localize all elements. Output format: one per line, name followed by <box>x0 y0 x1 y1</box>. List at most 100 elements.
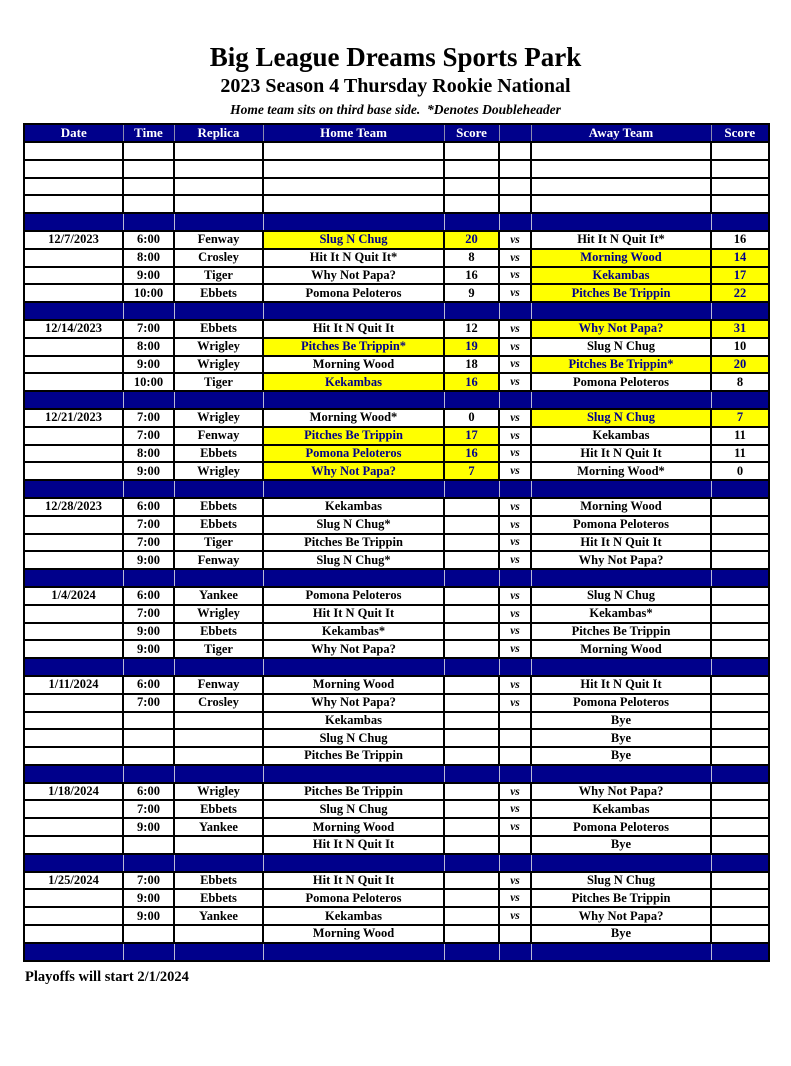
date-cell <box>23 141 124 161</box>
home-score-cell <box>443 852 500 873</box>
away-team-cell: Pitches Be Trippin <box>530 621 712 642</box>
home-score-cell <box>443 924 500 944</box>
vs-cell <box>498 835 532 855</box>
away-team-cell: Pitches Be Trippin <box>530 283 712 304</box>
column-header-vs <box>498 123 532 143</box>
home-team-cell: Kekambas <box>262 372 445 393</box>
replica-cell: Fenway <box>173 229 264 250</box>
date-cell <box>23 888 124 909</box>
vs-cell: vs <box>498 888 532 909</box>
game-row: 12/21/2023 7:00 Wrigley Morning Wood* 0 vs Slu… <box>23 407 770 428</box>
time-cell: 9:00 <box>122 817 175 838</box>
away-team-cell: Hit It N Quit It <box>530 532 712 553</box>
replica-cell: Yankee <box>173 906 264 927</box>
date-cell <box>23 425 124 446</box>
vs-cell: vs <box>498 532 532 553</box>
replica-cell <box>173 194 264 215</box>
replica-cell <box>173 479 264 499</box>
replica-cell <box>173 710 264 731</box>
vs-cell <box>498 158 532 179</box>
replica-cell <box>173 141 264 161</box>
playoffs-note: Playoffs will start 2/1/2024 <box>25 968 189 985</box>
away-team-cell: Pitches Be Trippin* <box>530 354 712 375</box>
away-score-cell <box>710 639 770 660</box>
time-cell: 8:00 <box>122 443 175 464</box>
time-cell: 6:00 <box>122 781 175 802</box>
away-score-cell: 10 <box>710 336 770 357</box>
replica-cell <box>173 301 264 321</box>
home-team-cell: Hit It N Quit It <box>262 318 445 339</box>
vs-cell: vs <box>498 461 532 482</box>
away-score-cell <box>710 585 770 606</box>
time-cell: 7:00 <box>122 318 175 339</box>
home-score-cell: 16 <box>443 265 500 286</box>
home-score-cell: 7 <box>443 461 500 482</box>
away-score-cell <box>710 817 770 838</box>
away-team-cell: Slug N Chug <box>530 407 712 428</box>
home-team-cell: Why Not Papa? <box>262 461 445 482</box>
away-score-cell <box>710 746 770 766</box>
home-score-cell: 16 <box>443 372 500 393</box>
time-cell: 7:00 <box>122 514 175 535</box>
vs-cell: vs <box>498 674 532 695</box>
replica-cell <box>173 176 264 197</box>
date-cell <box>23 283 124 304</box>
replica-cell: Tiger <box>173 265 264 286</box>
week-separator-row <box>23 390 770 410</box>
week-separator-row <box>23 301 770 321</box>
away-score-cell <box>710 710 770 731</box>
date-cell <box>23 461 124 482</box>
date-cell <box>23 336 124 357</box>
vs-cell: vs <box>498 265 532 286</box>
column-header-score: Score <box>443 123 500 143</box>
away-score-cell: 7 <box>710 407 770 428</box>
home-team-cell: Pitches Be Trippin <box>262 532 445 553</box>
away-team-cell <box>530 479 712 499</box>
home-team-cell: Pitches Be Trippin* <box>262 336 445 357</box>
game-row: 9:00 Wrigley Morning Wood 18 vs Pitches Be Tr… <box>23 354 770 375</box>
replica-cell <box>173 924 264 944</box>
away-team-cell: Hit It N Quit It <box>530 443 712 464</box>
home-score-cell <box>443 514 500 535</box>
replica-cell: Wrigley <box>173 354 264 375</box>
home-score-cell: 9 <box>443 283 500 304</box>
home-team-cell: Pomona Peloteros <box>262 888 445 909</box>
game-row: 9:00 Tiger Why Not Papa? 16 vs Kekambas 17 <box>23 265 770 286</box>
vs-cell <box>498 763 532 784</box>
home-team-cell: Pitches Be Trippin <box>262 746 445 766</box>
home-team-cell: Kekambas <box>262 496 445 517</box>
away-score-cell <box>710 621 770 642</box>
away-score-cell: 20 <box>710 354 770 375</box>
page-subtitle: 2023 Season 4 Thursday Rookie National <box>220 75 571 97</box>
home-team-cell: Kekambas <box>262 906 445 927</box>
away-score-cell <box>710 514 770 535</box>
replica-cell: Fenway <box>173 550 264 571</box>
away-score-cell <box>710 141 770 161</box>
away-team-cell: Pomona Peloteros <box>530 372 712 393</box>
time-cell: 6:00 <box>122 496 175 517</box>
game-row: 9:00 Wrigley Why Not Papa? 7 vs Morning Wood*… <box>23 461 770 482</box>
vs-cell: vs <box>498 354 532 375</box>
empty-row <box>23 141 770 161</box>
date-cell <box>23 550 124 571</box>
vs-cell: vs <box>498 906 532 927</box>
game-row: 10:00 Tiger Kekambas 16 vs Pomona Peloteros 8 <box>23 372 770 393</box>
home-team-cell: Hit It N Quit It <box>262 603 445 624</box>
home-score-cell <box>443 176 500 197</box>
date-cell <box>23 799 124 820</box>
date-cell <box>23 158 124 179</box>
table-body: 12/7/2023 6:00 Fenway Slug N Chug 20 vs Hit It… <box>23 141 770 962</box>
time-cell <box>122 568 175 588</box>
schedule-table: Date Time Replica Home Team Score Away Team Sc… <box>23 123 770 962</box>
away-score-cell <box>710 176 770 197</box>
away-score-cell <box>710 924 770 944</box>
time-cell <box>122 194 175 215</box>
time-cell: 6:00 <box>122 674 175 695</box>
away-team-cell: Morning Wood <box>530 639 712 660</box>
vs-cell: vs <box>498 425 532 446</box>
away-score-cell <box>710 158 770 179</box>
week-separator-row <box>23 763 770 784</box>
away-team-cell: Slug N Chug <box>530 585 712 606</box>
week-separator-row <box>23 852 770 873</box>
home-score-cell <box>443 585 500 606</box>
